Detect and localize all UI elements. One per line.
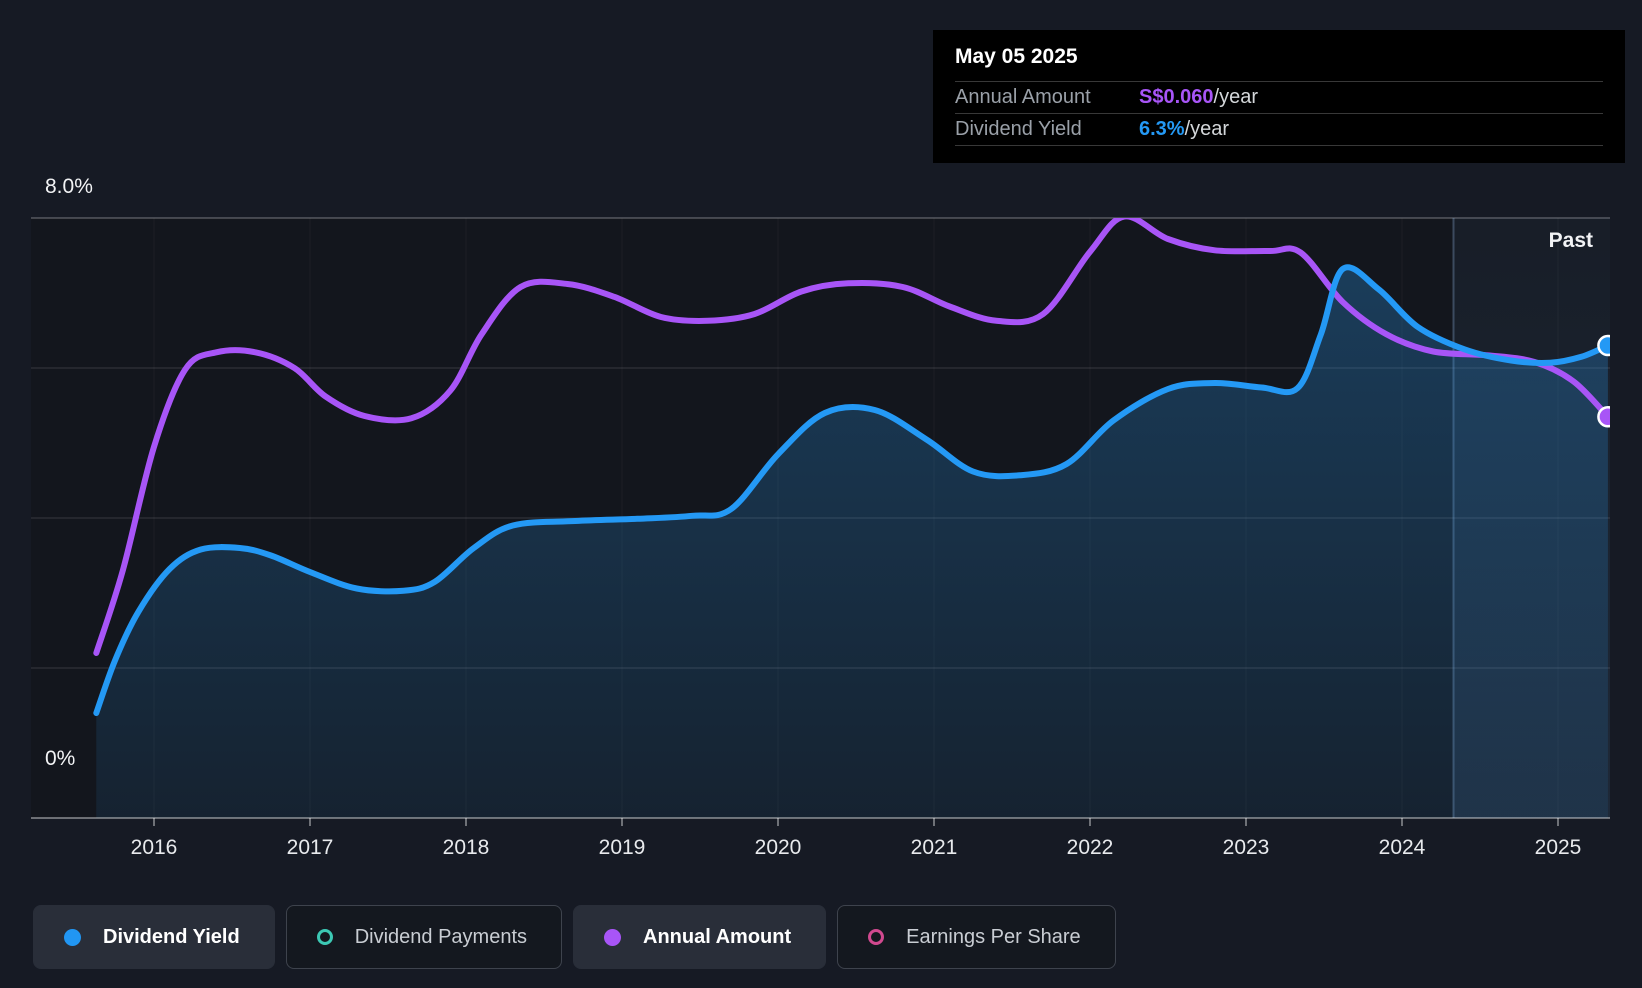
legend: Dividend Yield Dividend Payments Annual … <box>33 905 1116 969</box>
legend-label: Dividend Payments <box>354 925 528 948</box>
tooltip-label: Dividend Yield <box>955 118 1082 140</box>
tooltip-value: 6.3%/year <box>1139 118 1230 140</box>
y-axis-label-top: 8.0% <box>45 175 93 198</box>
annual-amount-line[interactable] <box>93 216 1610 656</box>
dividend-yield-dot-icon <box>64 928 81 946</box>
tooltip-row-dividend-yield: Dividend Yield 6.3%/year <box>955 114 1603 146</box>
x-axis-label: 2024 <box>1378 836 1426 859</box>
earnings-per-share-ring-icon <box>868 929 885 945</box>
x-axis-labels: 2016 2017 2018 2019 2020 2021 2022 2023 2024 2025 <box>0 836 1642 870</box>
x-axis-label: 2016 <box>130 836 178 859</box>
x-axis-label: 2019 <box>598 836 646 859</box>
dividend-yield-line[interactable] <box>93 264 1610 716</box>
dividend-yield-area <box>96 267 1608 818</box>
x-axis-label: 2021 <box>910 836 958 859</box>
tooltip-value: S$0.060/year <box>1139 86 1258 108</box>
x-axis-label: 2023 <box>1222 836 1270 859</box>
legend-button-annual-amount[interactable]: Annual Amount <box>573 905 827 969</box>
x-axis-label: 2020 <box>754 836 802 859</box>
legend-label: Annual Amount <box>643 925 792 948</box>
x-axis-label: 2022 <box>1066 836 1114 859</box>
legend-button-earnings-per-share[interactable]: Earnings Per Share <box>837 905 1116 969</box>
dividend-payments-ring-icon <box>316 929 333 945</box>
x-axis-label: 2017 <box>286 836 334 859</box>
y-axis-label-bottom: 0% <box>45 747 76 770</box>
legend-label: Dividend Yield <box>103 925 240 948</box>
tooltip-date: May 05 2025 <box>955 30 1603 82</box>
tooltip-label: Annual Amount <box>955 86 1091 108</box>
legend-label: Earnings Per Share <box>906 925 1081 948</box>
past-region-label: Past <box>1548 229 1593 252</box>
dividend-yield-endpoint-marker[interactable] <box>1597 334 1617 357</box>
annual-amount-dot-icon <box>604 928 622 946</box>
annual-amount-endpoint-marker[interactable] <box>1597 406 1617 428</box>
tooltip-row-annual-amount: Annual Amount S$0.060/year <box>955 82 1603 114</box>
x-axis-label: 2018 <box>442 836 490 859</box>
chart-tooltip: May 05 2025 Annual Amount S$0.060/year D… <box>933 30 1625 163</box>
legend-button-dividend-yield[interactable]: Dividend Yield <box>33 905 275 969</box>
x-axis-label: 2025 <box>1534 836 1582 859</box>
chart-plot-area[interactable] <box>0 0 1642 870</box>
legend-button-dividend-payments[interactable]: Dividend Payments <box>285 905 563 969</box>
